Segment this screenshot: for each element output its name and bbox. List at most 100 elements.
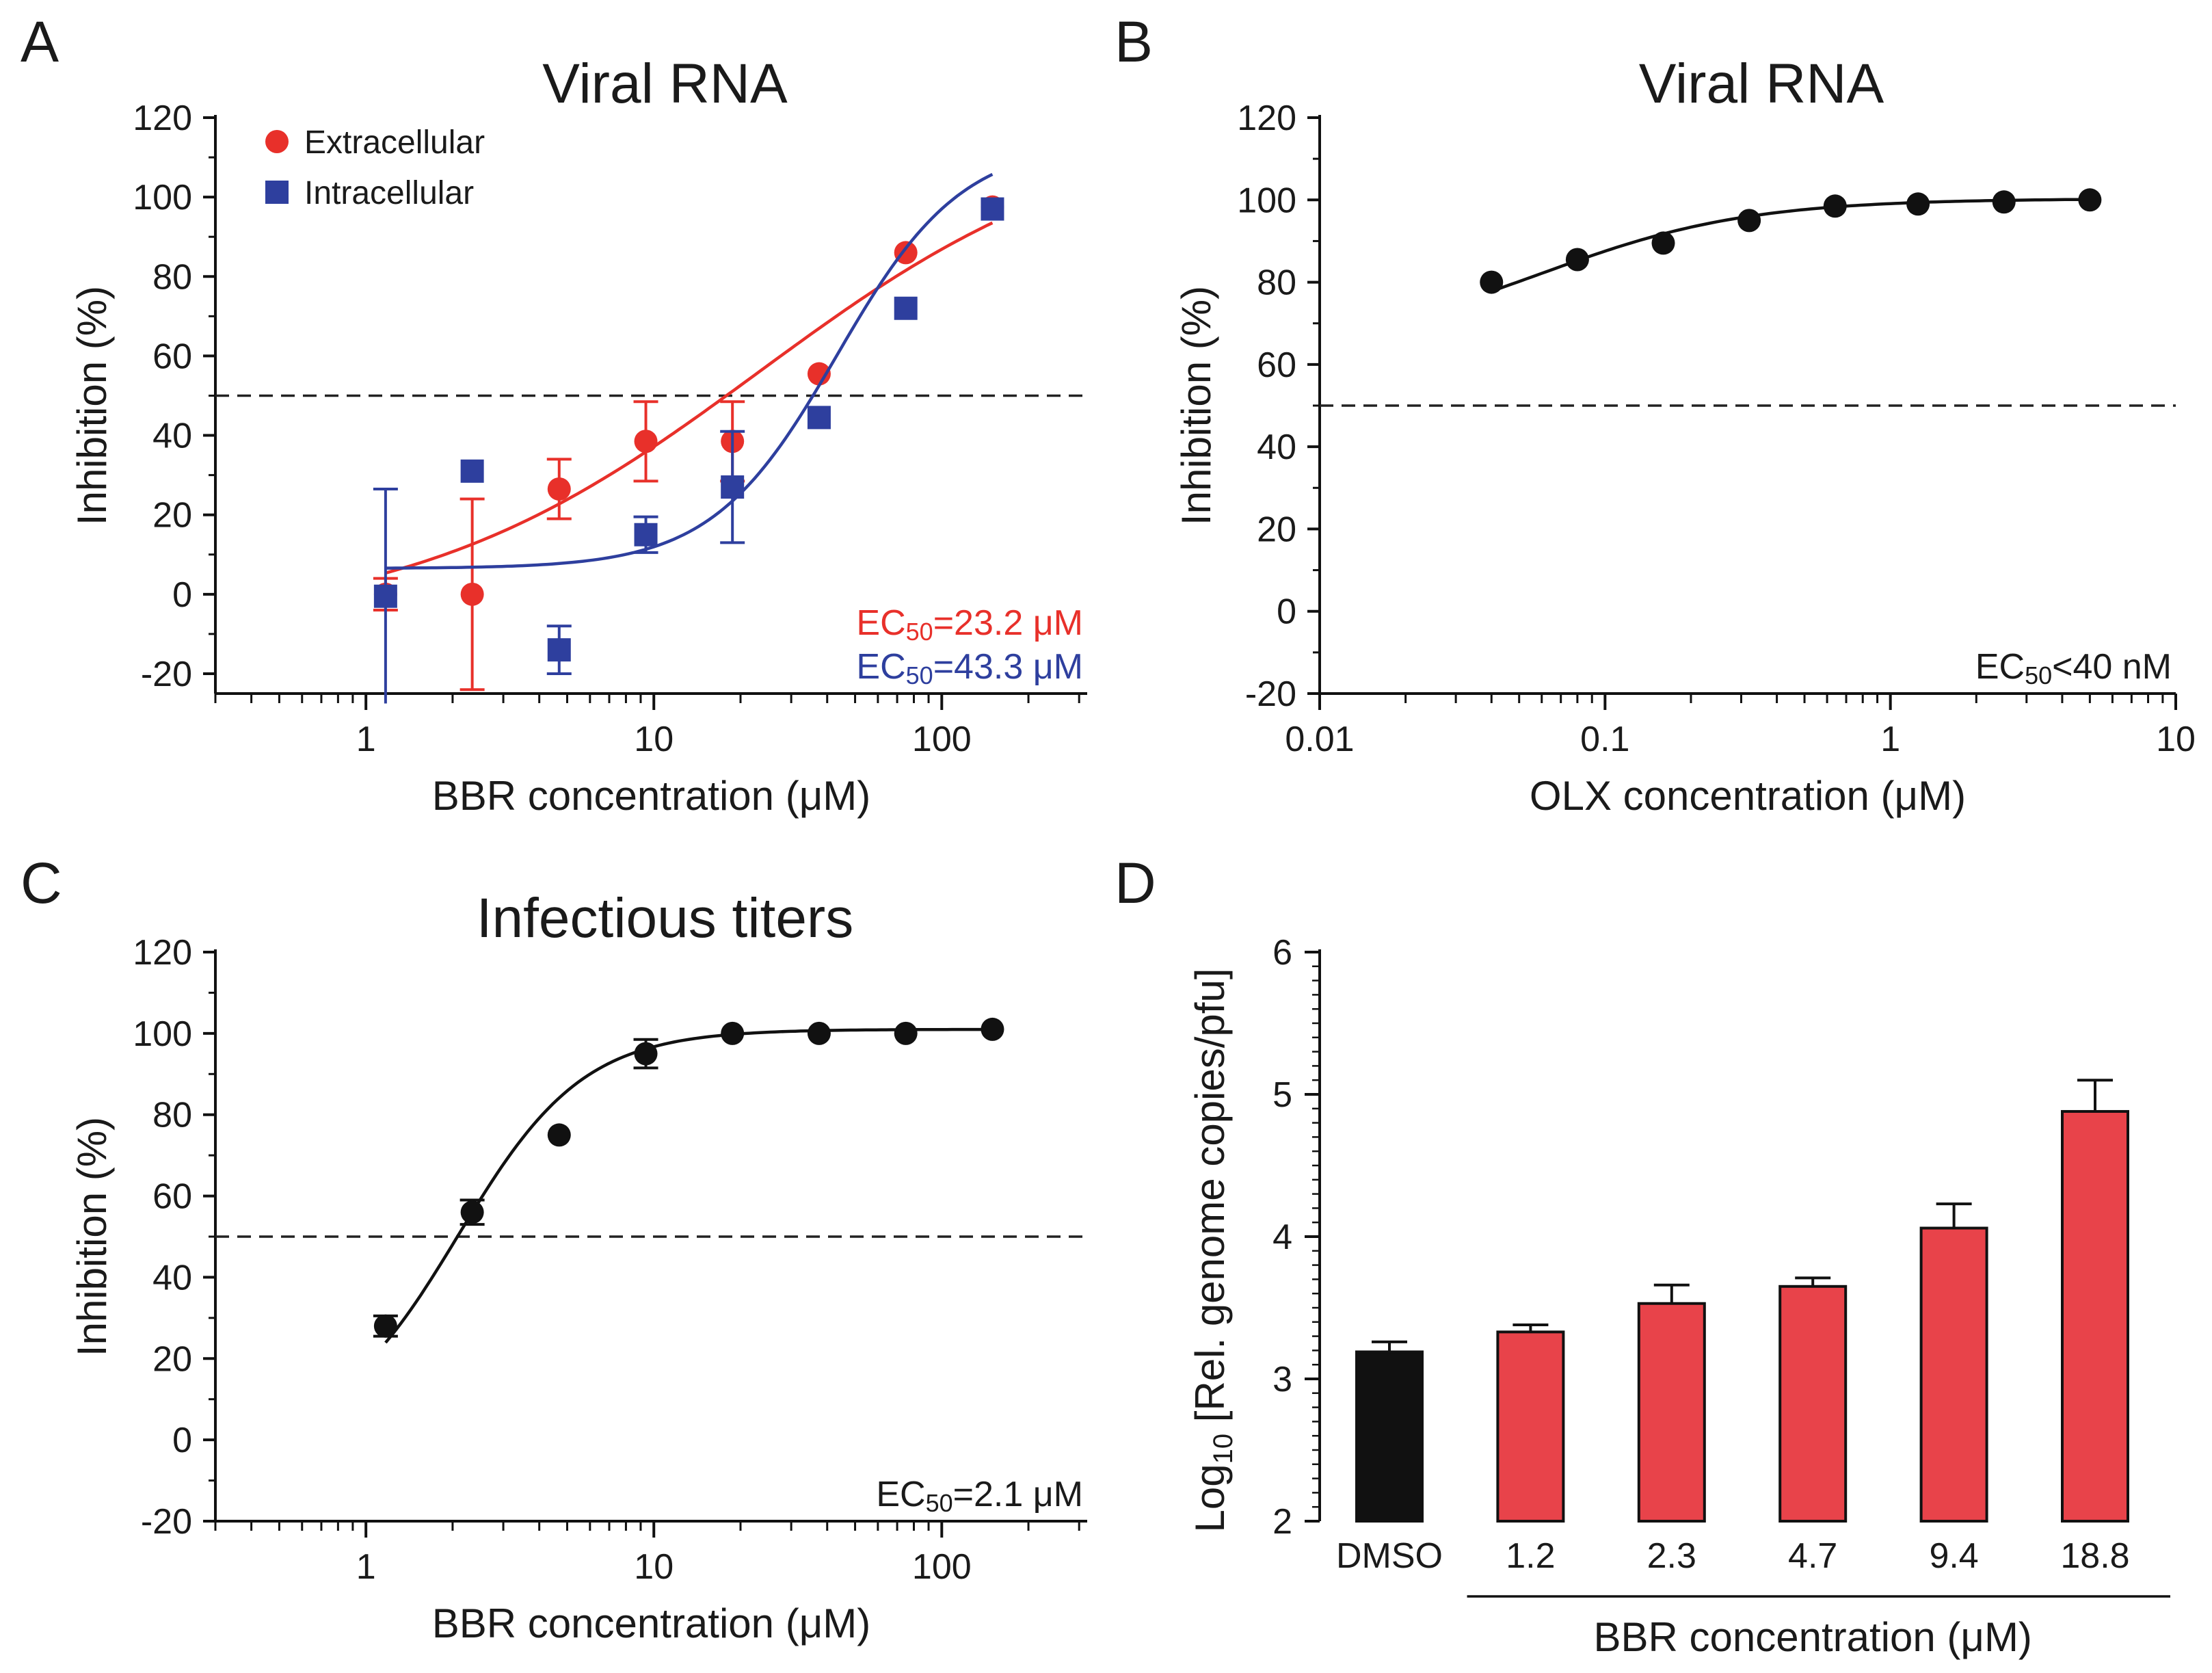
chart-title: Infectious titers — [477, 887, 853, 949]
y-tick-label: -20 — [141, 1502, 192, 1542]
data-point — [1480, 270, 1504, 294]
y-tick-label: 60 — [1257, 345, 1296, 385]
panel-label: D — [1115, 851, 1156, 915]
bar — [1919, 1226, 1988, 1523]
ec50-label: EC50<40 nM — [1975, 647, 2172, 689]
x-tick-label: 100 — [912, 1547, 972, 1587]
fit-curve — [1491, 198, 2090, 293]
y-axis-label: Inhibition (%) — [69, 286, 115, 525]
data-point — [547, 638, 571, 662]
fit-curve — [384, 1027, 993, 1344]
chart-title: Viral RNA — [542, 53, 788, 115]
series-0 — [1480, 188, 2102, 294]
data-point — [894, 296, 918, 320]
legend-marker — [265, 181, 289, 204]
y-axis-label: Inhibition (%) — [1173, 286, 1219, 525]
x-tick-label: 10 — [634, 1547, 674, 1587]
data-point — [634, 1042, 658, 1066]
data-point — [634, 523, 658, 546]
y-axis-label: Inhibition (%) — [69, 1117, 115, 1356]
y-tick-label: 0 — [172, 575, 192, 615]
data-point — [460, 582, 484, 606]
data-point — [1906, 192, 1930, 216]
data-point — [1651, 231, 1675, 255]
bar — [2061, 1109, 2129, 1523]
x-category-label: 4.7 — [1788, 1536, 1837, 1576]
x-tick-label: 10 — [2156, 720, 2196, 759]
data-point — [373, 584, 397, 608]
y-tick-label: 0 — [1277, 592, 1296, 632]
x-category-label: 1.2 — [1506, 1536, 1555, 1576]
data-point — [981, 197, 1004, 221]
y-tick-label: 20 — [152, 496, 192, 536]
y-tick-label: -20 — [1245, 674, 1296, 714]
y-tick-label: 60 — [152, 1177, 192, 1217]
panel-label: B — [1115, 10, 1153, 74]
data-point — [460, 1200, 484, 1224]
legend-label: Intracellular — [304, 175, 474, 211]
data-point — [547, 477, 571, 501]
bar — [1355, 1350, 1424, 1523]
x-tick-label: 1 — [356, 720, 376, 759]
series-1 — [373, 172, 1004, 704]
y-tick-label: 80 — [152, 257, 192, 297]
y-tick-label: 6 — [1272, 933, 1292, 973]
x-tick-label: 100 — [912, 720, 972, 759]
panel-b: B Viral RNA -20 0 20 40 60 80 100 120 0.01 0.1 1 10 OL… — [1115, 10, 2196, 819]
data-point — [721, 475, 745, 499]
y-tick-label: 120 — [1237, 98, 1296, 138]
data-point — [1565, 248, 1589, 272]
x-axis-label: BBR concentration (μM) — [432, 1600, 870, 1646]
data-point — [894, 241, 918, 265]
x-axis-label: BBR concentration (μM) — [1593, 1614, 2031, 1660]
x-tick-label: 1 — [1880, 720, 1900, 759]
data-point — [1992, 190, 2016, 214]
y-tick-label: 2 — [1272, 1502, 1292, 1542]
series-0 — [373, 1017, 1004, 1344]
y-tick-label: 40 — [152, 417, 192, 456]
panel-c: C Infectious titers -20 0 20 40 60 80 100 120 1 10 1… — [21, 851, 1087, 1646]
data-point — [547, 1123, 571, 1147]
ec50-label: EC50=2.1 μM — [876, 1475, 1083, 1517]
bar — [1778, 1285, 1848, 1523]
y-tick-label: 100 — [133, 1014, 192, 1054]
y-tick-label: 4 — [1272, 1217, 1292, 1257]
y-tick-label: 0 — [172, 1421, 192, 1460]
x-category-label: 2.3 — [1647, 1536, 1696, 1576]
panel-d: D 2 3 4 5 6 Log10 [Rel. genome copies/pfu] DMSO… — [1115, 851, 2170, 1660]
data-point — [807, 362, 831, 386]
x-category-label: 9.4 — [1929, 1536, 1978, 1576]
y-axis-label: Log10 [Rel. genome copies/pfu] — [1187, 969, 1238, 1533]
data-point — [634, 430, 658, 453]
bar — [1496, 1330, 1565, 1523]
chart-title: Viral RNA — [1639, 53, 1884, 115]
y-tick-label: 40 — [152, 1258, 192, 1297]
ec50-label: EC50=23.2 μM — [856, 603, 1083, 646]
y-tick-label: 20 — [1257, 510, 1296, 549]
x-tick-label: 0.1 — [1580, 720, 1629, 759]
y-tick-label: 5 — [1272, 1075, 1292, 1115]
data-point — [1737, 209, 1761, 233]
y-tick-label: 60 — [152, 337, 192, 376]
data-point — [1823, 194, 1847, 218]
y-tick-label: 100 — [133, 178, 192, 218]
y-tick-label: 120 — [133, 933, 192, 973]
x-category-label: DMSO — [1336, 1536, 1443, 1576]
bar — [1637, 1302, 1706, 1523]
y-tick-label: 120 — [133, 98, 192, 138]
x-tick-label: 0.01 — [1285, 720, 1354, 759]
x-tick-label: 10 — [634, 720, 674, 759]
y-tick-label: 40 — [1257, 427, 1296, 467]
y-tick-label: 20 — [152, 1339, 192, 1379]
y-tick-label: 80 — [1257, 263, 1296, 303]
series-0 — [373, 195, 1004, 691]
data-point — [894, 1021, 918, 1045]
y-tick-label: -20 — [141, 655, 192, 694]
data-point — [373, 1314, 397, 1338]
panel-label: C — [21, 851, 62, 915]
fit-curve — [385, 172, 994, 570]
x-axis-label: OLX concentration (μM) — [1530, 773, 1966, 819]
data-point — [981, 1017, 1004, 1041]
